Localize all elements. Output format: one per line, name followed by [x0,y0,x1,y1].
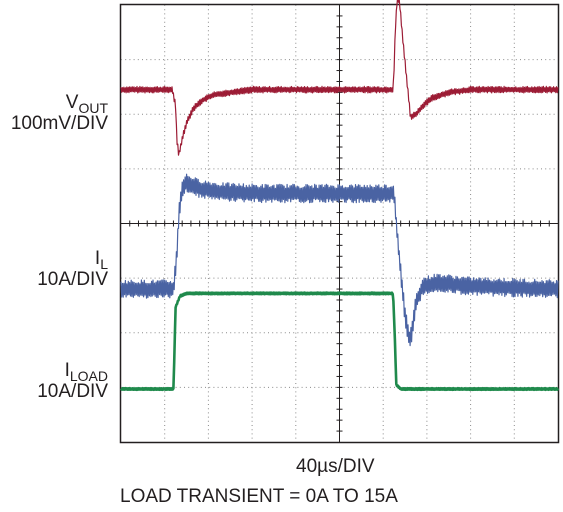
iload-scale: 10A/DIV [37,381,108,402]
x-axis-label: 40µs/DIV [296,456,375,477]
traces [119,0,560,392]
chart-caption: LOAD TRANSIENT = 0A TO 15A [120,486,398,507]
il-label: IL 10A/DIV [37,248,108,290]
iload-label: ILOAD 10A/DIV [37,360,108,402]
iload-name: ILOAD [64,360,108,384]
trace-vout [120,0,559,156]
vout-name: VOUT [65,92,108,116]
il-scale: 10A/DIV [37,269,108,290]
vout-scale: 100mV/DIV [10,113,108,134]
trace-iload [119,291,560,392]
graticule [121,5,558,442]
il-name: IL [94,248,108,272]
vout-label: VOUT 100mV/DIV [11,92,108,134]
trace-il [120,173,559,347]
